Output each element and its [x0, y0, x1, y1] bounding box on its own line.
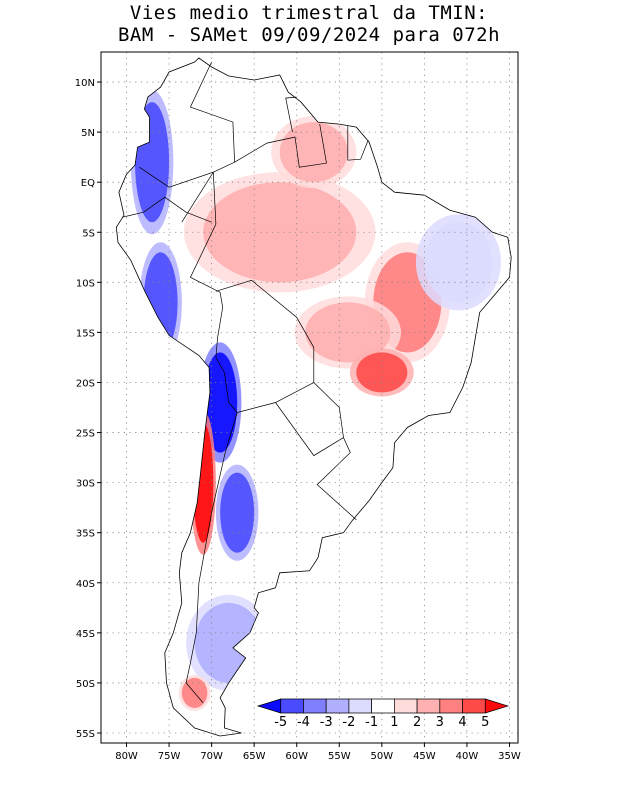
colorbar-label: -2 [342, 715, 355, 730]
lat-tick-label: 10S [76, 278, 95, 289]
bias-region-andes-north-cold [135, 102, 170, 223]
colorbar-swatch [439, 698, 463, 714]
bias-region-guiana-warm [279, 122, 348, 183]
colorbar: -5 -4 -3 -2 -1 1 2 3 4 5 [256, 698, 510, 730]
continent-layer [115, 57, 512, 737]
lat-tick-label: 35S [76, 529, 95, 540]
lon-tick-label: 40W [456, 751, 479, 762]
country-border-3 [189, 224, 238, 413]
lon-tick-label: 35W [498, 751, 521, 762]
lat-tick-label: 15S [76, 328, 95, 339]
colorbar-swatch [394, 698, 418, 714]
colorbar-swatch [348, 698, 372, 714]
lon-tick-label: 65W [243, 751, 266, 762]
colorbar-label: 4 [458, 715, 466, 730]
country-border-9 [319, 124, 327, 164]
lat-tick-label: 40S [76, 579, 95, 590]
colorbar-label: 3 [436, 715, 444, 730]
colorbar-label: 5 [481, 715, 489, 730]
lat-tick-label: 10N [75, 78, 95, 89]
lat-tick-label: 20S [76, 378, 95, 389]
lon-tick-label: 70W [200, 751, 223, 762]
coastline [115, 57, 512, 737]
country-border-1 [139, 166, 215, 223]
lon-tick-label: 75W [158, 751, 181, 762]
bias-region-northeast-cool [424, 222, 493, 303]
lat-tick-label: 5S [82, 228, 95, 239]
bias-region-mato-grosso-warm [305, 302, 391, 363]
colorbar-swatch [462, 698, 486, 714]
lat-tick-label: 5N [81, 128, 95, 139]
country-border-6 [316, 437, 357, 520]
lon-tick-label: 60W [285, 751, 308, 762]
colorbar-label: 2 [413, 715, 421, 730]
colorbar-label: -3 [320, 715, 333, 730]
lon-tick-label: 55W [328, 751, 351, 762]
country-border-11 [347, 139, 369, 161]
colorbar-swatch [484, 698, 510, 714]
bias-region-argentina-andes-cold [220, 472, 255, 553]
colorbar-swatch [325, 698, 350, 714]
colorbar-swatch [280, 698, 304, 714]
lat-tick-label: EQ [81, 178, 95, 189]
colorbar-label: -5 [274, 715, 287, 730]
country-border-2 [122, 196, 212, 223]
colorbar-swatch [303, 698, 327, 714]
bias-region-southeast-warm [356, 352, 408, 393]
map-frame [100, 51, 519, 744]
lat-tick-label: 45S [76, 629, 95, 640]
lon-tick-label: 45W [413, 751, 436, 762]
lat-tick-label: 30S [76, 479, 95, 490]
lat-tick-label: 55S [76, 729, 95, 740]
lat-tick-label: 50S [76, 679, 95, 690]
colorbar-swatch [371, 698, 395, 714]
lat-tick-label: 25S [76, 429, 95, 440]
lat-lon-grid [101, 52, 518, 743]
map-title-line2: BAM - SAMet 09/09/2024 para 072h [117, 24, 501, 46]
colorbar-label: 1 [390, 715, 398, 730]
colorbar-swatch [256, 698, 282, 714]
axis-ticks: 10N 5N EQ 5S 10S 15S 20S 25S 30S 35S 40S 45S 50S 55S 8… [75, 78, 521, 762]
colorbar-label: -1 [365, 715, 378, 730]
bias-region-patagonia-cool [194, 602, 263, 683]
colorbar-swatch [416, 698, 441, 714]
bias-region-amazon-warm [203, 182, 357, 283]
country-border-12 [234, 136, 327, 168]
colorbar-label: -4 [297, 715, 310, 730]
lon-tick-label: 50W [371, 751, 394, 762]
country-border-0 [189, 61, 235, 225]
map-title-line1: Vies medio trimestral da TMIN: [129, 2, 489, 24]
country-border-7 [185, 412, 238, 704]
lon-tick-label: 80W [115, 751, 138, 762]
country-border-8 [285, 96, 297, 133]
